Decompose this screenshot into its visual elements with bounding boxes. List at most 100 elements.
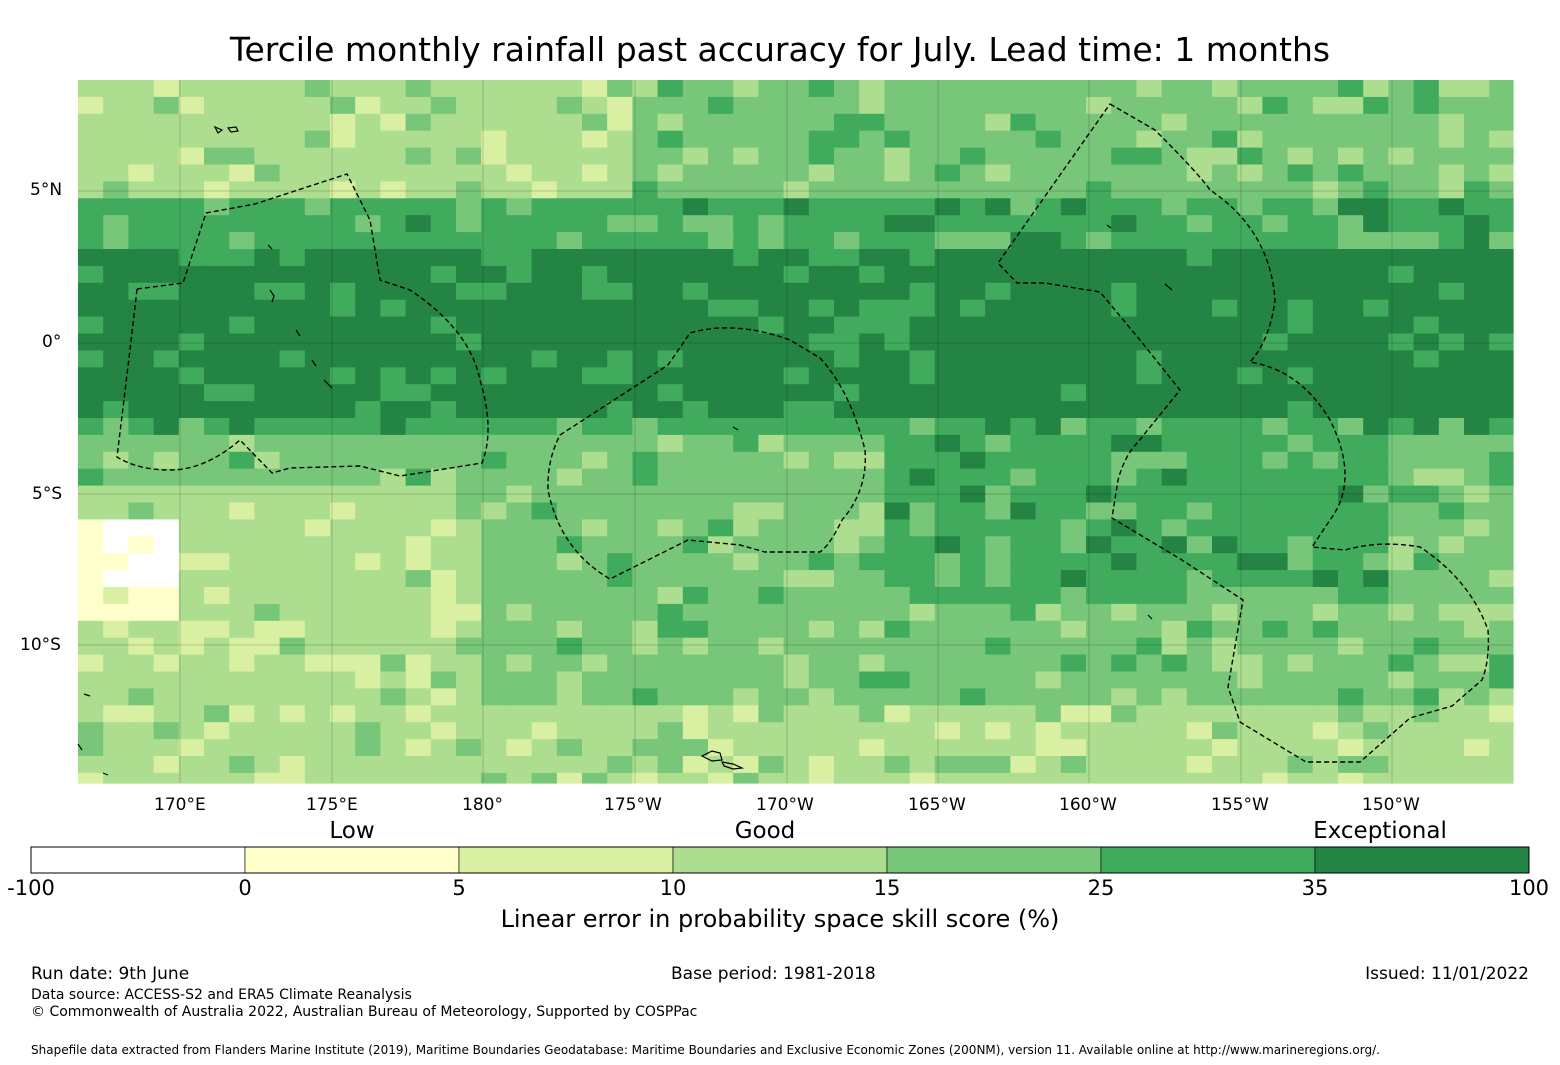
grid-cell: [380, 282, 407, 301]
grid-cell: [733, 485, 759, 504]
grid-cell: [884, 468, 911, 487]
grid-cell: [430, 282, 457, 301]
grid-cell: [808, 739, 835, 757]
grid-cell: [859, 333, 885, 351]
grid-cell: [254, 418, 281, 436]
grid-cell: [1287, 265, 1314, 284]
grid-cell: [1489, 401, 1514, 419]
grid-cell: [657, 265, 684, 284]
grid-cell: [254, 164, 281, 182]
grid-cell: [808, 536, 835, 554]
grid-cell: [1136, 350, 1163, 368]
grid-cell: [1237, 603, 1263, 622]
grid-cell: [456, 536, 482, 554]
grid-cell: [304, 384, 331, 402]
grid-cell: [1237, 553, 1263, 571]
grid-cell: [582, 519, 608, 537]
grid-cell: [1489, 215, 1514, 233]
grid-cell: [1388, 401, 1415, 419]
grid-cell: [985, 282, 1011, 301]
grid-cell: [758, 249, 785, 267]
grid-cell: [657, 705, 684, 723]
grid-cell: [178, 739, 205, 757]
grid-cell: [657, 418, 684, 436]
grid-cell: [985, 147, 1011, 166]
grid-cell: [1161, 654, 1188, 673]
grid-cell: [582, 587, 608, 605]
grid-cell: [657, 603, 684, 622]
grid-cell: [1338, 756, 1364, 774]
grid-cell: [330, 299, 356, 318]
grid-cell: [330, 772, 356, 784]
grid-cell: [859, 587, 885, 605]
grid-cell: [279, 434, 306, 453]
grid-cell: [934, 333, 961, 351]
grid-cell: [1489, 113, 1514, 132]
grid-cell: [380, 401, 407, 419]
grid-cell: [153, 637, 180, 656]
grid-cell: [632, 603, 659, 622]
grid-cell: [985, 333, 1011, 351]
grid-cell: [330, 232, 356, 250]
grid-cell: [1161, 722, 1188, 740]
grid-cell: [1060, 265, 1087, 284]
grid-cell: [985, 418, 1011, 436]
grid-cell: [1161, 215, 1188, 233]
grid-cell: [531, 232, 558, 250]
grid-cell: [481, 367, 507, 385]
grid-cell: [1363, 772, 1389, 784]
grid-cell: [229, 384, 255, 402]
grid-cell: [682, 130, 709, 149]
grid-cell: [808, 587, 835, 605]
grid-cell: [1388, 113, 1415, 132]
grid-cell: [607, 671, 633, 689]
grid-cell: [1111, 434, 1137, 453]
grid-cell: [1262, 536, 1289, 554]
grid-cell: [304, 485, 331, 504]
grid-cell: [1287, 603, 1314, 622]
grid-cell: [531, 620, 558, 639]
grid-cell: [304, 96, 331, 115]
grid-cell: [103, 130, 129, 149]
grid-cell: [884, 536, 911, 554]
grid-cell: [783, 772, 810, 784]
grid-cell: [985, 637, 1011, 656]
grid-cell: [1312, 316, 1339, 335]
grid-cell: [103, 705, 129, 723]
grid-cell: [1338, 451, 1364, 470]
grid-cell: [204, 147, 230, 166]
grid-cell: [582, 96, 608, 115]
grid-cell: [153, 130, 180, 149]
grid-cell: [1212, 265, 1238, 284]
grid-cell: [632, 215, 659, 233]
grid-cell: [1035, 434, 1062, 453]
grid-cell: [758, 113, 785, 132]
grid-cell: [304, 113, 331, 132]
grid-cell: [229, 468, 255, 487]
grid-cell: [1186, 772, 1213, 784]
grid-cell: [682, 603, 709, 622]
grid-cell: [456, 468, 482, 487]
grid-cell: [304, 130, 331, 149]
grid-cell: [1363, 265, 1389, 284]
grid-cell: [254, 553, 281, 571]
grid-cell: [1312, 772, 1339, 784]
grid-cell: [380, 468, 407, 487]
grid-cell: [229, 536, 255, 554]
grid-cell: [78, 772, 104, 784]
grid-cell: [204, 418, 230, 436]
grid-cell: [531, 384, 558, 402]
grid-cell: [1237, 384, 1263, 402]
grid-cell: [657, 722, 684, 740]
grid-cell: [1035, 316, 1062, 335]
grid-cell: [1388, 756, 1415, 774]
grid-cell: [1363, 181, 1389, 199]
grid-cell: [934, 130, 961, 149]
grid-cell: [1262, 637, 1289, 656]
grid-cell: [708, 232, 734, 250]
grid-cell: [783, 350, 810, 368]
grid-cell: [1086, 164, 1112, 182]
grid-cell: [78, 620, 104, 639]
grid-cell: [682, 451, 709, 470]
